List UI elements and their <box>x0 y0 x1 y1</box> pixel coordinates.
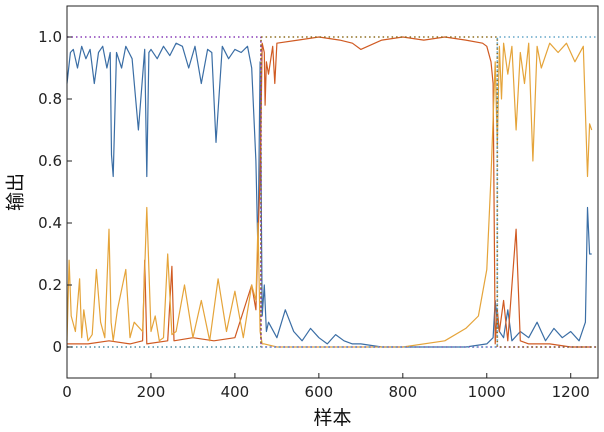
x-tick-label: 1200 <box>552 383 590 401</box>
y-tick-label: 0.8 <box>38 90 62 108</box>
y-tick-label: 0 <box>52 338 62 356</box>
y-tick-label: 0.6 <box>38 152 62 170</box>
y-axis-label: 输出 <box>5 173 27 211</box>
series-layer <box>66 36 598 348</box>
reference-line-5 <box>67 36 598 348</box>
reference-line-4 <box>67 36 598 348</box>
y-tick-label: 0.2 <box>38 276 62 294</box>
x-tick-label: 200 <box>137 383 166 401</box>
series-line-2 <box>66 42 593 348</box>
plot-frame <box>66 5 599 379</box>
x-tick-label: 800 <box>388 383 417 401</box>
y-tick-label: 1.0 <box>38 28 62 46</box>
x-tick-label: 600 <box>305 383 334 401</box>
x-tick-label: 1000 <box>468 383 506 401</box>
y-tick-label: 0.4 <box>38 214 62 232</box>
x-tick-label: 0 <box>62 383 72 401</box>
series-line-1 <box>67 36 592 348</box>
x-tick-label: 400 <box>221 383 250 401</box>
x-axis-label: 样本 <box>313 407 351 429</box>
ticks-layer: 0 200 400 600 800 1000 1200 0 0.2 0.4 0.6 0.8 1.0 <box>38 28 590 401</box>
